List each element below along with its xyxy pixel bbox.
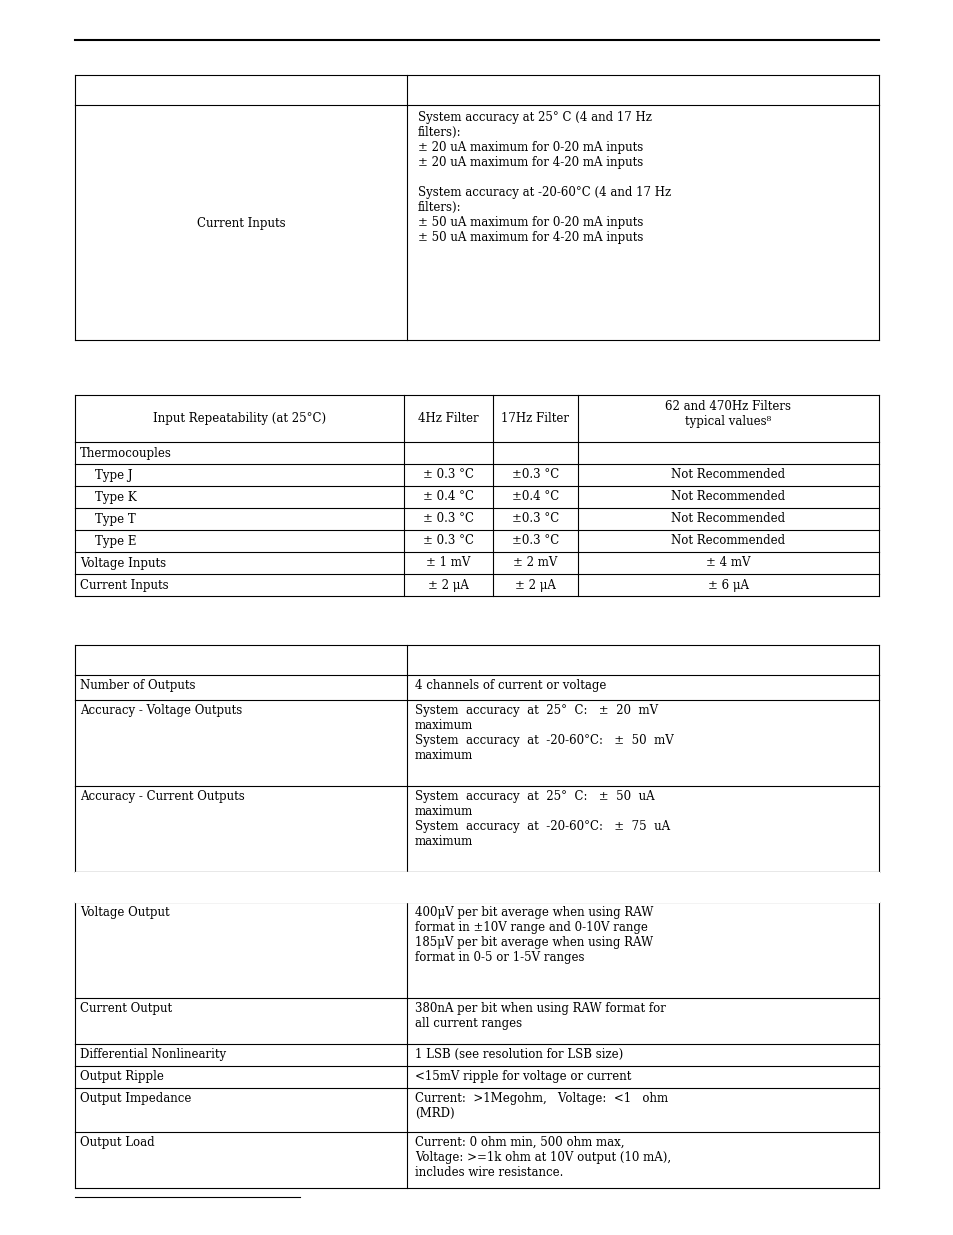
- Text: System  accuracy  at  25°  C:   ±  50  uA
maximum
System  accuracy  at  -20-60°C: System accuracy at 25° C: ± 50 uA maximu…: [415, 790, 669, 848]
- Text: 62 and 470Hz Filters
typical values⁸: 62 and 470Hz Filters typical values⁸: [665, 399, 791, 427]
- Text: Current:  >1Megohm,   Voltage:  <1   ohm
(MRD): Current: >1Megohm, Voltage: <1 ohm (MRD): [415, 1092, 667, 1120]
- Text: Output Ripple: Output Ripple: [80, 1070, 164, 1083]
- Text: ±0.3 °C: ±0.3 °C: [512, 513, 558, 526]
- Text: ± 4 mV: ± 4 mV: [705, 557, 750, 569]
- Text: Output Impedance: Output Impedance: [80, 1092, 192, 1105]
- Text: Number of Outputs: Number of Outputs: [80, 679, 195, 692]
- Text: ±0.4 °C: ±0.4 °C: [512, 490, 558, 504]
- Text: ± 2 μA: ± 2 μA: [428, 578, 469, 592]
- Text: ± 2 mV: ± 2 mV: [513, 557, 558, 569]
- Text: Current Output: Current Output: [80, 1002, 172, 1015]
- Text: 380nA per bit when using RAW format for
all current ranges: 380nA per bit when using RAW format for …: [415, 1002, 665, 1030]
- Text: ± 0.3 °C: ± 0.3 °C: [422, 535, 474, 547]
- Text: ± 0.3 °C: ± 0.3 °C: [422, 468, 474, 482]
- Text: 1 LSB (see resolution for LSB size): 1 LSB (see resolution for LSB size): [415, 1049, 622, 1061]
- Text: 400μV per bit average when using RAW
format in ±10V range and 0-10V range
185μV : 400μV per bit average when using RAW for…: [415, 906, 653, 965]
- Text: Not Recommended: Not Recommended: [671, 513, 784, 526]
- Text: ± 0.3 °C: ± 0.3 °C: [422, 513, 474, 526]
- Text: System  accuracy  at  25°  C:   ±  20  mV
maximum
System  accuracy  at  -20-60°C: System accuracy at 25° C: ± 20 mV maximu…: [415, 704, 673, 762]
- Text: Current: 0 ohm min, 500 ohm max,
Voltage: >=1k ohm at 10V output (10 mA),
includ: Current: 0 ohm min, 500 ohm max, Voltage…: [415, 1136, 670, 1179]
- Text: <15mV ripple for voltage or current: <15mV ripple for voltage or current: [415, 1070, 631, 1083]
- Text: Current Inputs: Current Inputs: [196, 216, 285, 230]
- Text: Not Recommended: Not Recommended: [671, 468, 784, 482]
- Text: 17Hz Filter: 17Hz Filter: [501, 412, 569, 425]
- Text: Input Repeatability (at 25°C): Input Repeatability (at 25°C): [152, 412, 326, 425]
- Text: Current Inputs: Current Inputs: [80, 578, 169, 592]
- Text: 4 channels of current or voltage: 4 channels of current or voltage: [415, 679, 606, 692]
- Text: ±0.3 °C: ±0.3 °C: [512, 535, 558, 547]
- Text: System accuracy at 25° C (4 and 17 Hz
filters):
± 20 uA maximum for 0-20 mA inpu: System accuracy at 25° C (4 and 17 Hz fi…: [417, 111, 670, 245]
- Text: Accuracy - Current Outputs: Accuracy - Current Outputs: [80, 790, 245, 803]
- Text: Output Load: Output Load: [80, 1136, 154, 1149]
- Text: Type T: Type T: [95, 513, 135, 526]
- Text: ±0.3 °C: ±0.3 °C: [512, 468, 558, 482]
- Text: Voltage Output: Voltage Output: [80, 906, 170, 919]
- Text: Type K: Type K: [95, 490, 136, 504]
- Text: ± 1 mV: ± 1 mV: [426, 557, 470, 569]
- Text: Not Recommended: Not Recommended: [671, 490, 784, 504]
- Text: Differential Nonlinearity: Differential Nonlinearity: [80, 1049, 226, 1061]
- Text: ± 0.4 °C: ± 0.4 °C: [422, 490, 474, 504]
- Text: Voltage Inputs: Voltage Inputs: [80, 557, 166, 569]
- Text: Not Recommended: Not Recommended: [671, 535, 784, 547]
- Text: ± 6 μA: ± 6 μA: [707, 578, 748, 592]
- Text: Accuracy - Voltage Outputs: Accuracy - Voltage Outputs: [80, 704, 242, 718]
- Text: Thermocouples: Thermocouples: [80, 447, 172, 459]
- Text: Type E: Type E: [95, 535, 136, 547]
- Text: 4Hz Filter: 4Hz Filter: [417, 412, 478, 425]
- Text: ± 2 μA: ± 2 μA: [515, 578, 556, 592]
- Text: Type J: Type J: [95, 468, 132, 482]
